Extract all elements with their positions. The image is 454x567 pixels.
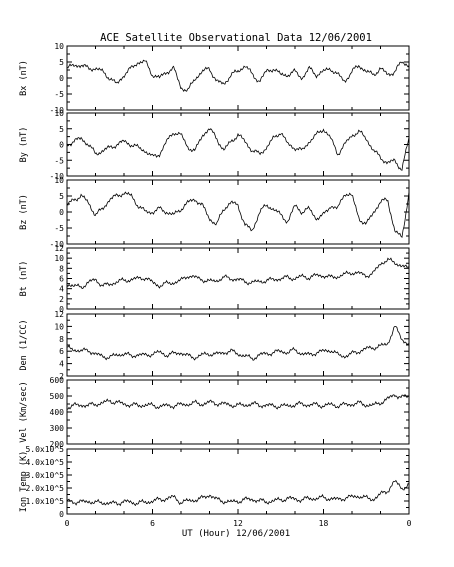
panel-3: -10 -5 0 5 10 Bz (nT) <box>19 176 410 249</box>
y-axis-label: Bx (nT) <box>19 60 29 96</box>
panel-frame <box>66 379 410 445</box>
y-tick-label: -5 <box>54 156 64 165</box>
panel-5: 2 4 6 8 10 12 Den (1/CC) <box>19 310 410 381</box>
y-tick-label: 0 <box>59 208 64 217</box>
series-line <box>66 257 410 290</box>
y-tick-label: 12 <box>54 310 64 319</box>
series-line <box>66 59 410 92</box>
y-tick-label: 12 <box>54 244 64 253</box>
x-axis-label: UT (Hour) 12/06/2001 <box>182 529 290 539</box>
y-tick-label: 8 <box>59 335 64 344</box>
y-tick-label: 0 <box>59 510 64 519</box>
y-axis-label: Ion Temp (K) <box>19 451 29 512</box>
y-tick-label: 5 <box>59 125 64 134</box>
y-axis-label: Bt (nT) <box>19 261 29 297</box>
y-tick-label: 200 <box>50 440 65 449</box>
y-tick-label: 3.0x10^5 <box>25 471 64 480</box>
y-tick-label: 500 <box>50 392 65 401</box>
y-tick-label: 5 <box>59 192 64 201</box>
y-tick-label: 0 <box>59 74 64 83</box>
y-axis-label: Den (1/CC) <box>19 319 29 370</box>
y-tick-label: -5 <box>54 224 64 233</box>
y-tick-label: 2 <box>59 295 64 304</box>
panels-group: -10 -5 0 5 10 Bx (nT) -10 -5 0 5 10 By (nT) -10 -5 0 5 1… <box>19 42 410 519</box>
series-line <box>66 479 410 507</box>
y-tick-label: 5.0x10^5 <box>25 445 64 454</box>
y-axis-label: Vel (Km/sec) <box>19 381 29 442</box>
series-line <box>66 393 410 410</box>
panel-7: 0 1.0x10^5 2.0x10^5 3.0x10^5 4.0x10^5 5.0x10^… <box>19 445 410 519</box>
chart-title: ACE Satellite Observational Data 12/06/2… <box>100 32 372 44</box>
y-tick-label: 6 <box>59 347 64 356</box>
y-axis-label: Bz (nT) <box>19 194 29 230</box>
x-tick-label: 18 <box>319 519 329 528</box>
series-line <box>66 128 410 171</box>
y-tick-label: 8 <box>59 264 64 273</box>
y-tick-label: 4 <box>59 285 64 294</box>
y-tick-label: 600 <box>50 376 65 385</box>
x-tick-label: 6 <box>150 519 155 528</box>
y-axis-label: By (nT) <box>19 127 29 163</box>
panel-frame <box>66 45 410 111</box>
y-tick-label: -10 <box>50 106 65 115</box>
series-line <box>66 325 410 361</box>
y-tick-label: 2 <box>59 372 64 381</box>
y-tick-label: -10 <box>50 172 65 181</box>
y-tick-label: -5 <box>54 90 64 99</box>
y-tick-label: 10 <box>54 42 64 51</box>
panel-2: -10 -5 0 5 10 By (nT) <box>19 109 410 181</box>
panel-frame <box>66 179 410 245</box>
y-tick-label: 300 <box>50 424 65 433</box>
y-tick-label: 400 <box>50 408 65 417</box>
x-axis: 0 6 12 18 0 <box>65 519 412 528</box>
panel-1: -10 -5 0 5 10 Bx (nT) <box>19 42 410 115</box>
x-tick-label: 12 <box>233 519 243 528</box>
y-tick-label: 2.0x10^5 <box>25 484 64 493</box>
y-tick-label: 6 <box>59 275 64 284</box>
y-tick-label: 0 <box>59 141 64 150</box>
y-tick-label: -10 <box>50 240 65 249</box>
y-tick-label: 4.0x10^5 <box>25 458 64 467</box>
y-tick-label: 10 <box>54 109 64 118</box>
panel-6: 200 300 400 500 600 Vel (Km/sec) <box>19 376 410 449</box>
y-tick-label: 4 <box>59 360 64 369</box>
x-tick-label: 0 <box>65 519 70 528</box>
y-tick-label: 5 <box>59 58 64 67</box>
y-tick-label: 10 <box>54 176 64 185</box>
y-tick-label: 0 <box>59 305 64 314</box>
panel-frame <box>66 313 410 377</box>
y-tick-label: 10 <box>54 254 64 263</box>
y-tick-label: 10 <box>54 322 64 331</box>
series-line <box>66 191 410 238</box>
y-tick-label: 1.0x10^5 <box>25 497 64 506</box>
x-tick-label: 0 <box>407 519 412 528</box>
